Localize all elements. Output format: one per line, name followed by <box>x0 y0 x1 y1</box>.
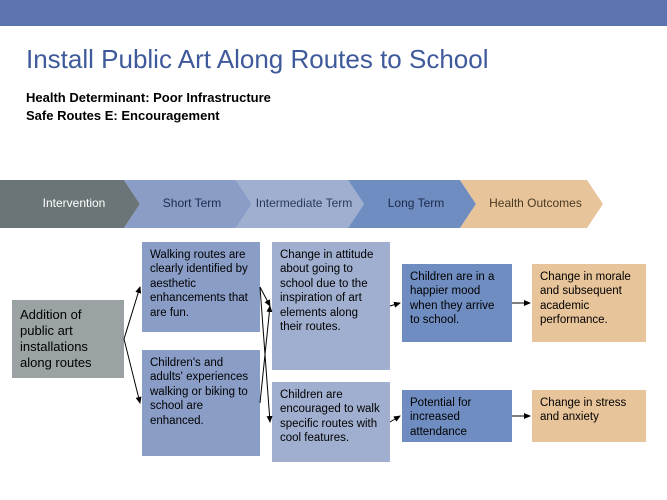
flow-box-long2: Potential for increased attendance <box>402 390 512 442</box>
stage-chevron: Intermediate Term <box>236 180 364 228</box>
boxes-layer: Addition of public art installations alo… <box>0 240 667 500</box>
flow-box-long1: Children are in a happier mood when they… <box>402 264 512 342</box>
stage-chevron: Short Term <box>124 180 252 228</box>
flow-box-inter2: Children are encouraged to walk specific… <box>272 382 390 462</box>
subtitle-line-2: Safe Routes E: Encouragement <box>26 107 641 125</box>
subtitle: Health Determinant: Poor Infrastructure … <box>26 89 641 124</box>
flow-box-out1: Change in morale and subsequent academic… <box>532 264 646 342</box>
content-area: Install Public Art Along Routes to Schoo… <box>0 26 667 124</box>
stage-chevron: Intervention <box>0 180 140 228</box>
flow-box-out2: Change in stress and anxiety <box>532 390 646 442</box>
top-bar <box>0 0 667 26</box>
flow-box-short2: Children's and adults' experiences walki… <box>142 350 260 456</box>
page-title: Install Public Art Along Routes to Schoo… <box>26 44 641 75</box>
subtitle-line-1: Health Determinant: Poor Infrastructure <box>26 89 641 107</box>
stage-chevron: Health Outcomes <box>460 180 603 228</box>
flow-box-intervention: Addition of public art installations alo… <box>12 300 124 378</box>
stages-row: InterventionShort TermIntermediate TermL… <box>0 180 667 228</box>
flow-box-inter1: Change in attitude about going to school… <box>272 242 390 370</box>
stage-chevron: Long Term <box>348 180 476 228</box>
flow-box-short1: Walking routes are clearly identified by… <box>142 242 260 332</box>
